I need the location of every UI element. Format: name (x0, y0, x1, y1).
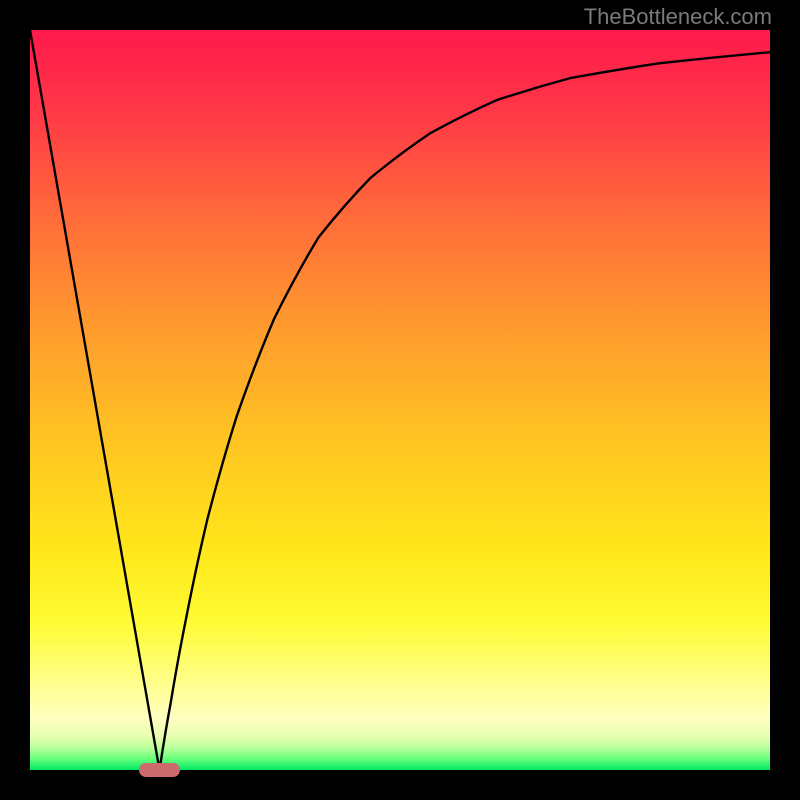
gradient-background (30, 30, 770, 770)
plot-area (30, 30, 770, 770)
chart-frame: TheBottleneck.com (0, 0, 800, 800)
minimum-marker (139, 763, 180, 776)
watermark-text: TheBottleneck.com (584, 4, 772, 30)
